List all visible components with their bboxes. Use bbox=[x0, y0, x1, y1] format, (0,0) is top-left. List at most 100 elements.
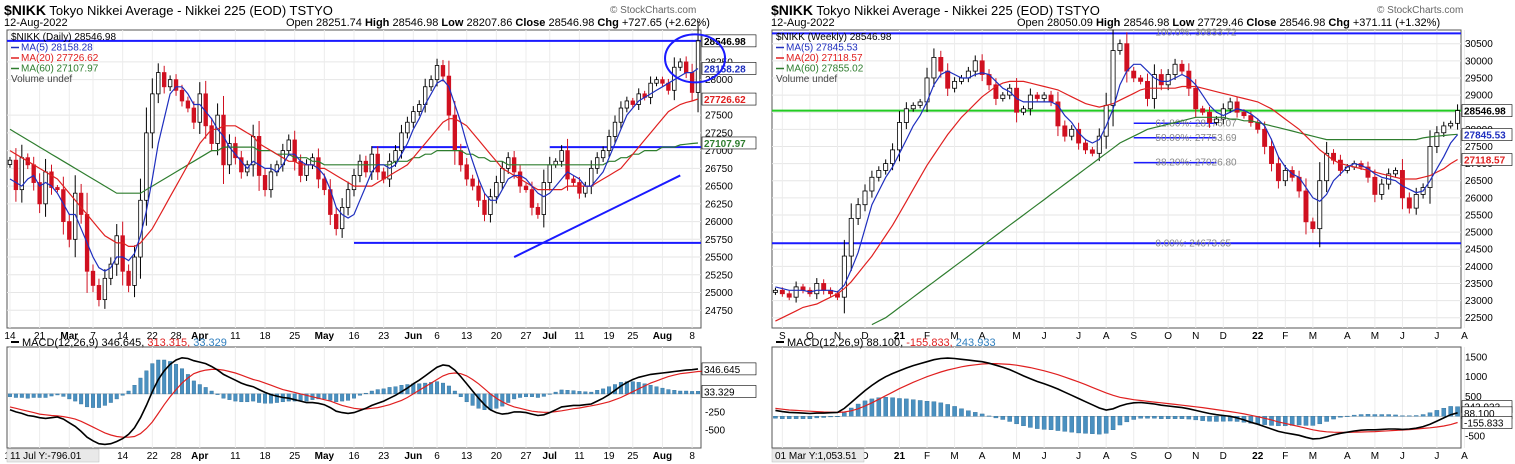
macd-histogram-bar bbox=[1248, 416, 1254, 424]
candle-body bbox=[262, 175, 268, 191]
macd-date-axis-label: 11 bbox=[230, 451, 241, 462]
close-label: Close bbox=[515, 17, 546, 29]
candle-body bbox=[1241, 111, 1247, 117]
macd-histogram-bar bbox=[7, 393, 12, 397]
candle-body bbox=[1158, 74, 1164, 86]
candle-body bbox=[411, 111, 416, 123]
macd-histogram-bar bbox=[340, 393, 345, 402]
macd-histogram-bar bbox=[1434, 410, 1440, 417]
macd-histogram-bar bbox=[876, 397, 882, 417]
candle-body bbox=[162, 72, 167, 88]
macd-histogram-bar bbox=[1365, 414, 1371, 417]
candle-body bbox=[233, 143, 238, 159]
macd-histogram-bar bbox=[1186, 416, 1192, 420]
macd-date-axis-label: 11 bbox=[574, 451, 585, 462]
candle-body bbox=[476, 185, 481, 201]
macd-histogram-bar bbox=[387, 387, 392, 395]
candle-body bbox=[979, 60, 985, 75]
macd-histogram-bar bbox=[1179, 416, 1185, 419]
candle-body bbox=[179, 89, 185, 102]
macd-histogram-bar bbox=[577, 391, 582, 395]
candle-body bbox=[37, 182, 42, 205]
price-tag-label: 27118.57 bbox=[1464, 156, 1506, 167]
macd-histogram-bar bbox=[952, 406, 957, 417]
macd-axis-tick-label: -500 bbox=[1465, 432, 1485, 443]
date-axis-label: M bbox=[1012, 331, 1020, 342]
macd-histogram-bar bbox=[440, 382, 445, 395]
macd-date-axis-label: M bbox=[1012, 451, 1020, 462]
price-tag-box bbox=[701, 136, 757, 150]
macd-histogram-bar bbox=[73, 393, 78, 402]
candle-body bbox=[417, 104, 422, 112]
macd-date-axis-label: May bbox=[315, 451, 335, 462]
candle-body bbox=[630, 100, 635, 105]
date-axis-label: S bbox=[779, 331, 786, 342]
macd-histogram-bar bbox=[1214, 416, 1219, 422]
candle-body bbox=[1413, 194, 1419, 209]
macd-histogram-bar bbox=[138, 377, 143, 395]
candle-body bbox=[821, 283, 827, 291]
macd-histogram-bar bbox=[1310, 416, 1316, 426]
macd-histogram-bar bbox=[168, 361, 173, 395]
macd-histogram-bar bbox=[601, 388, 606, 395]
macd-histogram-bar bbox=[589, 391, 594, 395]
candle-body bbox=[589, 167, 594, 187]
macd-histogram-bar bbox=[85, 393, 90, 408]
candle-body bbox=[1145, 80, 1150, 99]
price-axis-tick-label: 27500 bbox=[705, 111, 733, 122]
macd-histogram-bar bbox=[334, 393, 339, 403]
macd-histogram-bar bbox=[429, 382, 434, 395]
macd-legend-part: 243.933 bbox=[956, 337, 996, 349]
candle-body bbox=[1262, 128, 1268, 147]
candle-body bbox=[1372, 176, 1378, 195]
macd-histogram-bar bbox=[274, 393, 279, 403]
candle-body bbox=[156, 72, 161, 95]
candle-body bbox=[1083, 142, 1088, 151]
macd-histogram-bar bbox=[458, 393, 463, 397]
date-axis-label: May bbox=[315, 331, 335, 342]
candle-body bbox=[848, 217, 854, 257]
macd-date-axis-label: J bbox=[1434, 451, 1439, 462]
price-tag-label: 28546.98 bbox=[704, 37, 746, 48]
candle-body bbox=[862, 190, 868, 206]
candle-body bbox=[13, 159, 19, 191]
macd-histogram-bar bbox=[257, 393, 262, 403]
macd-histogram-bar bbox=[814, 416, 820, 419]
candle-body bbox=[506, 157, 511, 169]
macd-histogram-bar bbox=[821, 416, 826, 418]
macd-histogram-bar bbox=[1221, 416, 1226, 422]
macd-histogram-bar bbox=[506, 393, 511, 403]
macd-histogram-bar bbox=[1338, 416, 1343, 418]
candle-body bbox=[500, 167, 505, 183]
date-axis-label: Apr bbox=[191, 331, 208, 342]
candle-body bbox=[541, 182, 546, 215]
macd-histogram-bar bbox=[55, 393, 60, 396]
price-plot-frame bbox=[771, 29, 1462, 329]
macd-histogram-bar bbox=[571, 390, 576, 395]
chart-date: 12-Aug-2022 bbox=[771, 17, 835, 29]
macd-date-axis-label: D bbox=[861, 451, 868, 462]
weekly-chart-svg: 3050030000295002900028500280002750027000… bbox=[771, 27, 1513, 463]
candle-body bbox=[695, 40, 701, 93]
candle-body bbox=[683, 61, 689, 73]
macd-histogram-bar bbox=[842, 412, 847, 417]
candle-body bbox=[1324, 152, 1330, 182]
candle-body bbox=[114, 235, 119, 265]
candle-body bbox=[334, 214, 339, 230]
candle-body bbox=[618, 107, 624, 123]
date-axis-label: A bbox=[1344, 331, 1351, 342]
candle-body bbox=[535, 206, 541, 215]
macd-histogram-bar bbox=[945, 404, 950, 417]
low-value: 28207.86 bbox=[466, 17, 513, 29]
macd-histogram-bar bbox=[197, 384, 202, 395]
date-axis-label: O bbox=[1164, 331, 1172, 342]
macd-date-axis-label: 13 bbox=[461, 451, 473, 462]
candle-body bbox=[363, 160, 369, 173]
candle-body bbox=[1434, 132, 1440, 147]
price-axis-tick-label: 25500 bbox=[705, 253, 733, 264]
candle-body bbox=[772, 289, 778, 293]
macd-histogram-bar bbox=[1165, 416, 1171, 419]
candle-body bbox=[636, 93, 641, 105]
date-axis-label: S bbox=[1130, 331, 1137, 342]
macd-histogram-bar bbox=[553, 391, 558, 395]
